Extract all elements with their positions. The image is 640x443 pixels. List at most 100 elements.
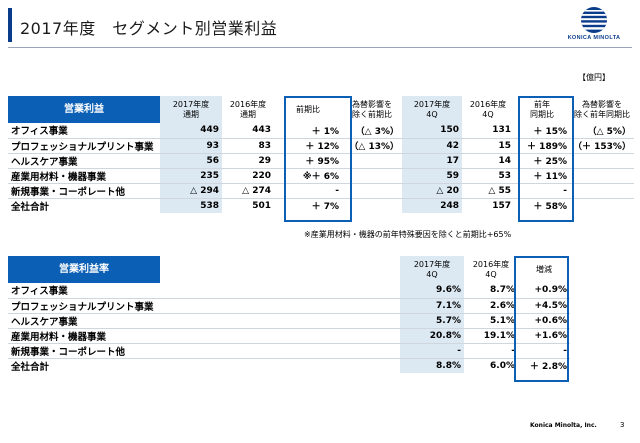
segment-label: 産業用材料・機器事業 — [8, 168, 160, 184]
header-q4-yoy: 前年 同期比 — [530, 99, 554, 119]
page-number: 3 — [620, 421, 625, 429]
fy2017-value: △ 294 — [160, 183, 222, 199]
yoy-value: ＋ 1% — [274, 123, 342, 139]
q4-2017-margin: - — [400, 343, 464, 359]
fy2017-value: 235 — [160, 168, 222, 184]
yoy-ex-fx-value — [342, 183, 402, 199]
spacer-cell — [160, 328, 400, 344]
fy2016-value: 83 — [222, 138, 274, 154]
yoy-ex-fx-value — [342, 168, 402, 184]
header-q4-2016: 2016年度 4Q — [472, 259, 510, 279]
table-row: 産業用材料・機器事業 20.8% 19.1% +1.6% — [8, 328, 570, 344]
fy2017-value: 93 — [160, 138, 222, 154]
q4-2016-value: 14 — [462, 153, 514, 169]
title-divider — [8, 47, 632, 48]
q4-2016-value: 53 — [462, 168, 514, 184]
header-yoy-ex-fx: 為替影響を 除く前期比 — [352, 99, 392, 119]
margin-change: +4.5% — [518, 298, 570, 314]
table-row: ヘルスケア事業 56 29 ＋ 95% 17 14 ＋ 25% — [8, 153, 634, 169]
yoy-value: ＋ 95% — [274, 153, 342, 169]
yoy-ex-fx-value — [342, 197, 402, 213]
segment-label: プロフェッショナルプリント事業 — [8, 138, 160, 154]
q4-yoy-ex-fx-value: （＋ 153%） — [570, 138, 634, 154]
fy2016-value: 220 — [222, 168, 274, 184]
operating-profit-table: 営業利益 2017年度 通期 2016年度 通期 前期比 為替影響を 除く前期比… — [8, 96, 634, 213]
profit-table-title: 営業利益 — [8, 96, 160, 123]
footer-company: Konica Minolta, Inc. — [530, 422, 597, 429]
header-fy2016: 2016年度 通期 — [229, 99, 267, 119]
q4-yoy-value: ＋ 25% — [514, 153, 570, 169]
spacer-cell — [160, 343, 400, 359]
table-row: 産業用材料・機器事業 235 220 ※＋ 6% 59 53 ＋ 11% — [8, 168, 634, 184]
q4-yoy-ex-fx-value — [570, 168, 634, 184]
q4-yoy-ex-fx-value — [570, 183, 634, 199]
fy2016-value: 501 — [222, 197, 274, 213]
table-row: オフィス事業 449 443 ＋ 1% （△ 3%） 150 131 ＋ 15% （△ 5%） — [8, 123, 634, 139]
q4-yoy-value: - — [514, 183, 570, 199]
q4-yoy-value: ＋ 15% — [514, 123, 570, 139]
segment-label: 産業用材料・機器事業 — [8, 328, 160, 344]
q4-2016-margin: 6.0% — [464, 357, 518, 373]
yoy-ex-fx-value — [342, 153, 402, 169]
segment-label: オフィス事業 — [8, 123, 160, 139]
segment-label: オフィス事業 — [8, 283, 160, 299]
q4-2016-margin: - — [464, 343, 518, 359]
q4-yoy-ex-fx-value — [570, 197, 634, 213]
segment-label: ヘルスケア事業 — [8, 313, 160, 329]
margin-change: +0.9% — [518, 283, 570, 299]
margin-change: - — [518, 343, 570, 359]
q4-2016-value: 15 — [462, 138, 514, 154]
header-q4-yoy-ex-fx: 為替影響を 除く前年同期比 — [573, 99, 630, 119]
globe-logo-icon — [581, 7, 607, 33]
q4-yoy-value: ＋ 58% — [514, 197, 570, 213]
table-header-row: 営業利益率 2017年度 4Q 2016年度 4Q 増減 — [8, 256, 570, 283]
yoy-value: ※＋ 6% — [274, 168, 342, 184]
margin-table-title: 営業利益率 — [8, 256, 160, 283]
q4-2017-value: 17 — [402, 153, 462, 169]
spacer-cell — [160, 298, 400, 314]
table-row: 新規事業・コーポレート他 - - - — [8, 343, 570, 359]
total-label: 全社合計 — [8, 357, 160, 373]
total-row: 全社合計 538 501 ＋ 7% 248 157 ＋ 58% — [8, 197, 634, 213]
header-q4-2017: 2017年度 4Q — [400, 256, 464, 283]
segment-label: プロフェッショナルプリント事業 — [8, 298, 160, 314]
q4-yoy-ex-fx-value — [570, 153, 634, 169]
table-header-row: 営業利益 2017年度 通期 2016年度 通期 前期比 為替影響を 除く前期比… — [8, 96, 634, 123]
header-q4-2017: 2017年度 4Q — [402, 96, 462, 123]
q4-2016-value: △ 55 — [462, 183, 514, 199]
q4-2017-value: △ 20 — [402, 183, 462, 199]
q4-2017-margin: 8.8% — [400, 357, 464, 373]
footnote: ※産業用材料・機器の前年特殊要因を除くと前期比+65% — [304, 230, 512, 239]
fy2017-value: 56 — [160, 153, 222, 169]
header-q4-2016: 2016年度 4Q — [469, 99, 507, 119]
spacer-cell — [160, 313, 400, 329]
q4-yoy-value: ＋ 11% — [514, 168, 570, 184]
q4-2017-margin: 7.1% — [400, 298, 464, 314]
q4-yoy-value: ＋ 189% — [514, 138, 570, 154]
total-row: 全社合計 8.8% 6.0% ＋ 2.8% — [8, 357, 570, 373]
title-bar: 2017年度 セグメント別営業利益 KONICA MINOLTA — [0, 0, 640, 50]
q4-2017-margin: 5.7% — [400, 313, 464, 329]
q4-2016-margin: 2.6% — [464, 298, 518, 314]
operating-margin-table: 営業利益率 2017年度 4Q 2016年度 4Q 増減 オフィス事業 9.6% 8… — [8, 256, 570, 373]
q4-yoy-ex-fx-value: （△ 5%） — [570, 123, 634, 139]
q4-2017-value: 42 — [402, 138, 462, 154]
table-row: プロフェッショナルプリント事業 7.1% 2.6% +4.5% — [8, 298, 570, 314]
table-row: オフィス事業 9.6% 8.7% +0.9% — [8, 283, 570, 299]
segment-label: 新規事業・コーポレート他 — [8, 183, 160, 199]
q4-2017-value: 59 — [402, 168, 462, 184]
page-title: 2017年度 セグメント別営業利益 — [20, 19, 278, 38]
yoy-value: - — [274, 183, 342, 199]
q4-2016-margin: 5.1% — [464, 313, 518, 329]
margin-change: +1.6% — [518, 328, 570, 344]
q4-2016-value: 157 — [462, 197, 514, 213]
table-row: ヘルスケア事業 5.7% 5.1% +0.6% — [8, 313, 570, 329]
total-label: 全社合計 — [8, 197, 160, 213]
segment-label: 新規事業・コーポレート他 — [8, 343, 160, 359]
q4-2017-margin: 20.8% — [400, 328, 464, 344]
fy2016-value: 29 — [222, 153, 274, 169]
logo-wordmark: KONICA MINOLTA — [567, 35, 621, 41]
yoy-ex-fx-value: （△ 13%） — [342, 138, 402, 154]
margin-change: +0.6% — [518, 313, 570, 329]
spacer-cell — [160, 283, 400, 299]
